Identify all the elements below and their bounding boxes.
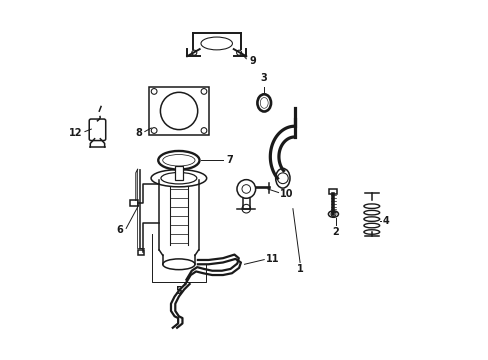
Bar	[149, 87, 208, 135]
Bar	[329, 189, 337, 194]
Text: 1: 1	[296, 264, 303, 274]
Bar	[174, 166, 183, 180]
Text: 10: 10	[280, 189, 293, 199]
Text: 8: 8	[135, 128, 142, 138]
Bar	[137, 250, 144, 255]
Text: 5: 5	[175, 286, 182, 296]
Text: 12: 12	[69, 128, 82, 138]
Bar	[130, 201, 138, 206]
Text: 6: 6	[116, 225, 123, 235]
Text: 7: 7	[226, 155, 233, 165]
Text: 3: 3	[260, 73, 267, 83]
Text: 9: 9	[249, 55, 256, 66]
Text: 11: 11	[265, 254, 279, 264]
Text: 4: 4	[382, 216, 388, 226]
Text: 2: 2	[331, 226, 338, 237]
